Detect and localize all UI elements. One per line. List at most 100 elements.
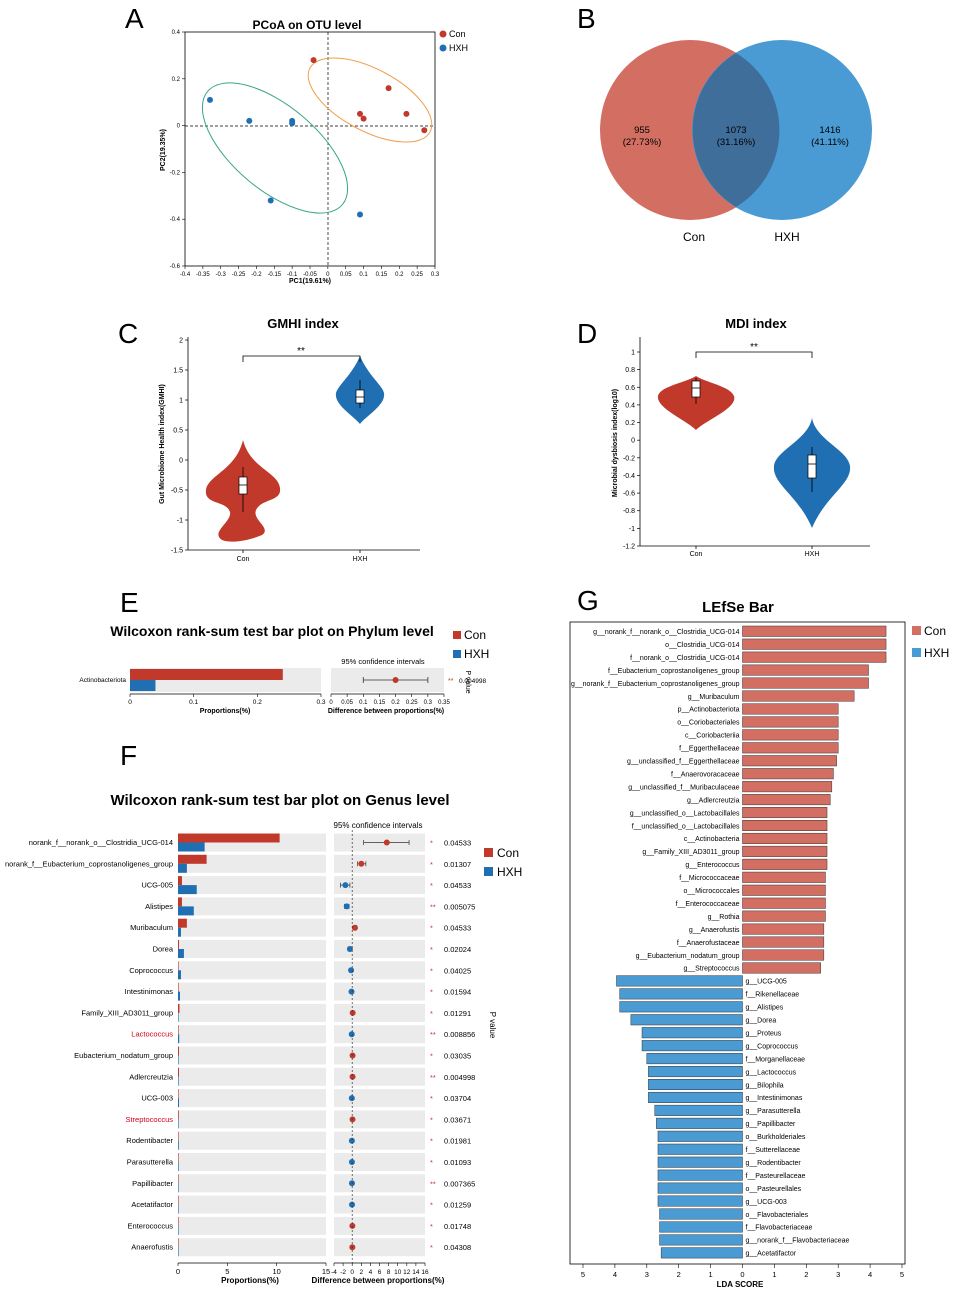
- phylum-pvalue-label: P value: [464, 670, 471, 693]
- genus-row-bg: [178, 1089, 326, 1108]
- lefse-bar-hxh: [619, 988, 743, 1000]
- genus-pvalue: 0.04533: [444, 924, 471, 933]
- lefse-bar-hxh: [657, 1195, 743, 1207]
- pcoa-ytick-label: -0.6: [170, 264, 181, 270]
- lefse-bar-hxh: [646, 1053, 743, 1065]
- lefse-bar-con: [742, 768, 834, 780]
- lefse-label-con: f__Eubacterium_coprostanoligenes_group: [608, 668, 740, 675]
- genus-pvalue: 0.01093: [444, 1158, 471, 1167]
- genus-diff-bg: [334, 1238, 425, 1257]
- genus-dlabel: Difference between proportions(%): [312, 1276, 445, 1285]
- genus-row-bg: [178, 876, 326, 895]
- pcoa-xtick-label: 0.2: [395, 272, 404, 278]
- gmhi-con-box: [238, 476, 248, 495]
- lefse-xtick-label: 1: [772, 1270, 776, 1279]
- lefse-label-hxh: f__Flavobacteriaceae: [746, 1225, 813, 1232]
- lefse-xtick-label: 1: [709, 1270, 713, 1279]
- genus-row-bg: [178, 982, 326, 1001]
- genus-diff-bg: [334, 1067, 425, 1086]
- lefse-label-con: c__Actinobacteria: [684, 836, 740, 843]
- lefse-label-hxh: g__norank_f__Flavobacteriaceae: [746, 1238, 850, 1245]
- lefse-bar-hxh: [656, 1117, 743, 1129]
- genus-legend-hxh: HXH: [497, 865, 522, 879]
- pcoa-title: PCoA on OTU level: [253, 18, 362, 32]
- genus-diff-point: [351, 924, 358, 931]
- genus-row-name: Enterococcus: [128, 1221, 174, 1230]
- lefse-bar-hxh: [619, 1001, 743, 1013]
- genus-stars: *: [430, 988, 433, 997]
- venn-overlap: [692, 53, 780, 207]
- genus-bar-con: [178, 833, 280, 843]
- phylum-xtick-label: 0: [128, 699, 132, 706]
- phylum-dtick-label: 0.05: [341, 700, 353, 706]
- genus-diff-bg: [334, 897, 425, 916]
- lefse-bar-con: [742, 729, 839, 741]
- genus-row-name: Alistipes: [145, 902, 173, 911]
- genus-row-name: Adlercreutzia: [129, 1072, 174, 1081]
- genus-stars: *: [430, 1137, 433, 1146]
- genus-diff-point: [358, 860, 365, 867]
- lefse-label-hxh: g__Dorea: [746, 1018, 777, 1025]
- lefse-bar-con: [742, 742, 839, 754]
- phylum-legend-con: Con: [464, 628, 486, 642]
- panel-label-a: A: [125, 3, 144, 34]
- genus-row-bg: [178, 1003, 326, 1022]
- lefse-label-hxh: f__Sutterellaceae: [746, 1147, 801, 1154]
- genus-legend-con-swatch: [484, 848, 493, 857]
- lefse-label-hxh: o__Burkholderiales: [746, 1134, 806, 1141]
- mdi-ytick-label: -1: [629, 526, 635, 533]
- pcoa-legend-con-marker: [439, 30, 447, 38]
- lefse-label-con: f__Micrococcaceae: [679, 875, 739, 882]
- genus-row-name: UCG-003: [141, 1094, 173, 1103]
- pcoa-xtick-label: -0.35: [196, 272, 210, 278]
- genus-pvalue: 0.04533: [444, 881, 471, 890]
- lefse-bar-con: [742, 897, 826, 909]
- lefse-label-con: o__Clostridia_UCG-014: [665, 642, 739, 649]
- pcoa-xtick-label: -0.15: [267, 272, 281, 278]
- genus-row-bg: [178, 918, 326, 937]
- phylum-dlabel: Difference between proportions(%): [328, 708, 444, 715]
- genus-dtick-label: 12: [403, 1269, 411, 1276]
- gmhi-sig: **: [297, 346, 305, 357]
- gmhi-ytick-label: 2: [179, 338, 183, 345]
- genus-pvalue: 0.004998: [444, 1073, 475, 1082]
- genus-bar-hxh: [178, 1055, 179, 1065]
- pcoa-xtick-label: -0.05: [303, 272, 317, 278]
- lefse-legend-hxh-swatch: [912, 648, 921, 657]
- lefse-bar-con: [742, 794, 831, 806]
- genus-bar-con: [178, 940, 179, 949]
- genus-stars: *: [430, 1052, 433, 1061]
- pcoa-ytick-label: 0.4: [172, 30, 181, 36]
- genus-bar-con: [178, 1216, 179, 1226]
- genus-wilcoxon-plot: Wilcoxon rank-sum test bar plot on Genus…: [5, 792, 522, 1285]
- genus-diff-bg: [334, 1003, 425, 1022]
- mdi-ytick-label: 0.6: [625, 385, 635, 392]
- phylum-diff-point: [392, 677, 399, 683]
- genus-dtick-label: 8: [387, 1269, 391, 1276]
- lefse-label-con: f__Anaerovoracaceae: [671, 771, 740, 778]
- genus-diff-point: [349, 1009, 356, 1016]
- lefse-bar-hxh: [657, 1169, 743, 1181]
- genus-dtick-label: 6: [378, 1269, 382, 1276]
- lefse-bar-hxh: [641, 1040, 743, 1052]
- pcoa-point-con: [385, 85, 392, 92]
- genus-pvalue: 0.005075: [444, 902, 475, 911]
- genus-row-bg: [178, 1174, 326, 1193]
- pcoa-xlabel: PC1(19.61%): [289, 278, 331, 285]
- genus-bar-hxh: [178, 1119, 179, 1129]
- genus-legend-con: Con: [497, 846, 519, 860]
- pcoa-ytick-label: -0.4: [170, 217, 181, 223]
- pcoa-xtick-label: -0.3: [216, 272, 227, 278]
- lefse-bar-con: [742, 910, 826, 922]
- venn-hxh-pct: (41.11%): [811, 137, 849, 148]
- pcoa-ytick-label: 0: [177, 124, 181, 130]
- genus-row-name: Anaerofustis: [131, 1243, 173, 1252]
- genus-diff-point: [348, 967, 355, 974]
- lefse-bar-hxh: [616, 975, 743, 987]
- genus-bar-hxh: [178, 1247, 179, 1257]
- genus-bar-hxh: [178, 1162, 179, 1171]
- mdi-ytick-label: 0.4: [625, 402, 635, 409]
- panel-label-f: F: [120, 740, 137, 771]
- genus-row-bg: [178, 854, 326, 873]
- lefse-bar-hxh: [660, 1247, 743, 1259]
